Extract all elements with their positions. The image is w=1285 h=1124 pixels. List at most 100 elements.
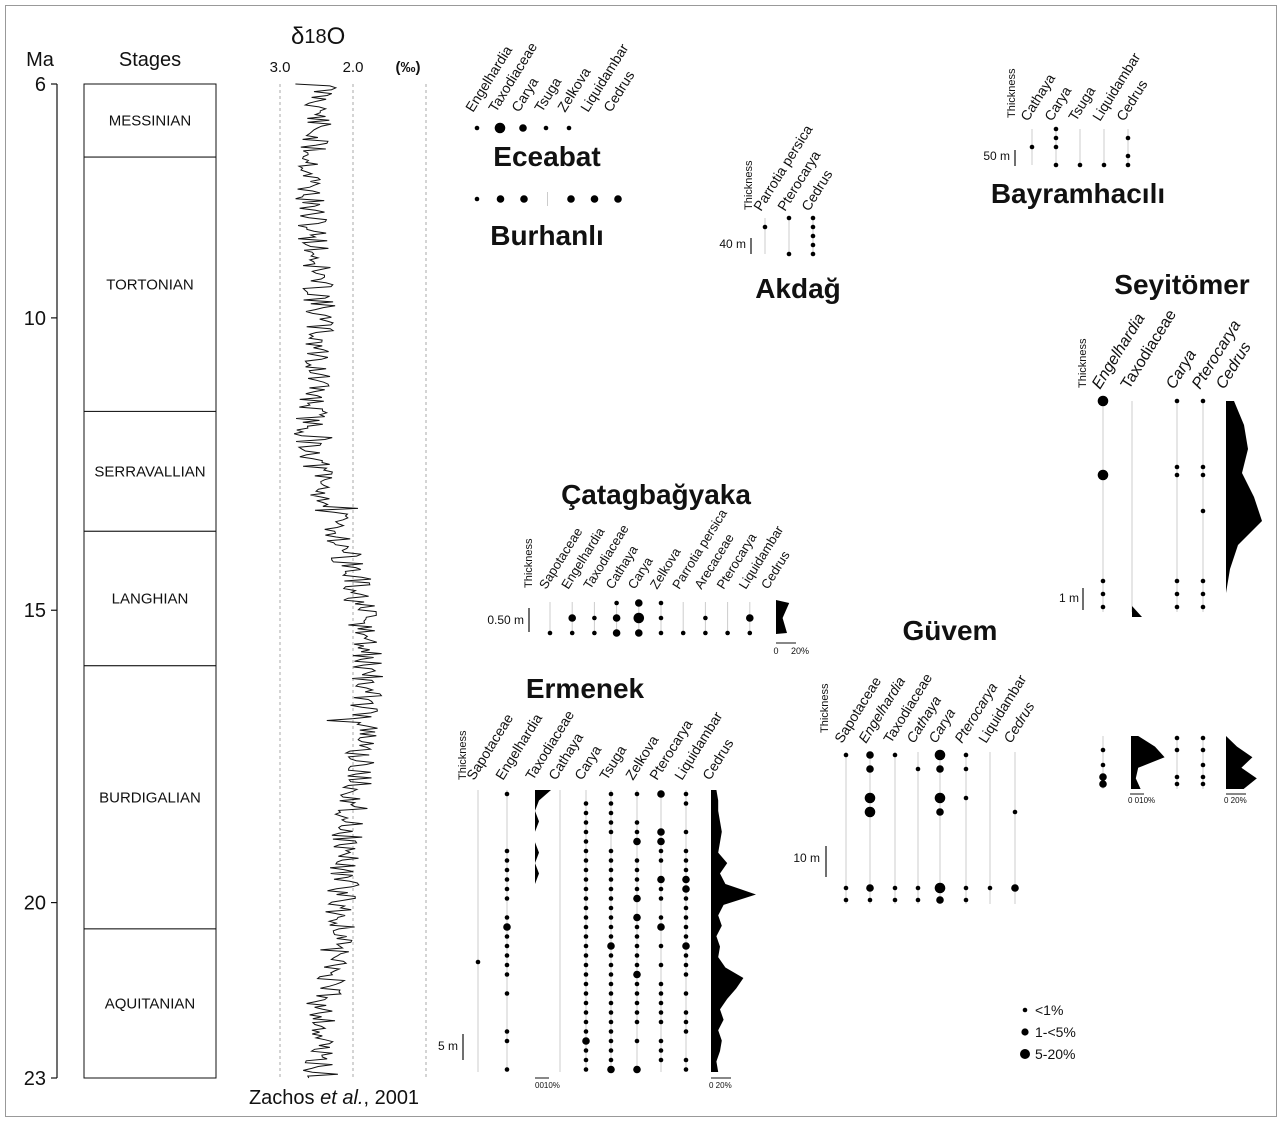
scale-label: 1 m	[1059, 591, 1079, 605]
abundance-dot	[1174, 472, 1180, 478]
abundance-dot	[608, 896, 614, 901]
abundance-dot	[608, 915, 614, 920]
abundance-dot	[810, 251, 816, 257]
abundance-dot	[658, 943, 664, 949]
taxodiaceae-area	[535, 790, 551, 1072]
time-tick-label-15: 15	[24, 600, 46, 622]
abundance-dot	[657, 837, 665, 846]
abundance-dot	[658, 615, 664, 621]
abundance-dot	[583, 1057, 589, 1063]
abundance-dot	[1174, 398, 1180, 404]
abundance-dot	[608, 962, 614, 968]
abundance-dot	[683, 915, 689, 920]
abundance-dot	[634, 1038, 640, 1044]
stage-box-messinian	[83, 83, 217, 158]
legend-label-small: <1%	[1035, 1002, 1063, 1018]
abundance-dot	[634, 953, 640, 958]
thickness-label: Thickness	[819, 683, 831, 733]
abundance-dot	[608, 1019, 614, 1025]
abundance-dot	[658, 1019, 664, 1025]
abundance-dot	[583, 1048, 589, 1053]
abundance-dot	[583, 905, 589, 911]
time-tick-label-6: 6	[35, 74, 46, 96]
abundance-dot	[504, 1029, 510, 1034]
abundance-dot	[633, 894, 641, 903]
abundance-dot	[1077, 162, 1083, 168]
abundance-dot	[519, 124, 527, 132]
pct-axis-a-label: 0010%	[535, 1081, 560, 1090]
abundance-dot	[547, 630, 553, 636]
abundance-dot	[683, 791, 689, 797]
site-name-Bayramhacılı: Bayramhacılı	[991, 178, 1165, 209]
site-panels: EceabatEngelhardiaTaxodiaceaeCaryaTsugaZ…	[438, 39, 1262, 1090]
abundance-dot	[635, 599, 643, 607]
abundance-dot	[1125, 153, 1131, 159]
pct-axis-20: 20%	[791, 646, 809, 656]
abundance-dot	[657, 828, 665, 836]
site-name-Güvem: Güvem	[903, 615, 998, 646]
abundance-dot	[608, 924, 614, 930]
abundance-dot	[608, 1057, 614, 1063]
abundance-dot	[683, 867, 689, 873]
stage-label-messinian: MESSINIAN	[109, 113, 192, 130]
abundance-dot	[583, 877, 589, 882]
abundance-dot	[703, 630, 708, 636]
isotope-panel: δ18O 3.0 2.0 (‰) Zachos et al., 2001	[249, 23, 427, 1109]
abundance-dot	[634, 943, 640, 949]
abundance-dot	[680, 630, 686, 636]
isotope-tick-3: 3.0	[270, 59, 291, 76]
abundance-dot	[682, 942, 690, 950]
isotope-curve-line	[293, 83, 383, 1079]
abundance-dot	[504, 962, 510, 968]
abundance-dot	[683, 1019, 689, 1025]
abundance-dot	[474, 196, 480, 202]
abundance-dot	[683, 858, 689, 863]
abundance-dot	[1200, 578, 1206, 584]
abundance-dot	[520, 195, 528, 203]
abundance-dot	[747, 630, 753, 636]
abundance-dot	[634, 991, 640, 996]
abundance-dot	[568, 614, 576, 622]
abundance-dot	[987, 885, 993, 891]
abundance-dot	[1200, 464, 1206, 470]
abundance-dot	[612, 614, 621, 622]
abundance-dot	[634, 962, 640, 968]
pct-axis-a-label: 0 010%	[1128, 796, 1155, 805]
abundance-dot	[1100, 604, 1106, 610]
site-name-Çatagbağyaka: Çatagbağyaka	[561, 479, 751, 510]
abundance-dot	[634, 820, 640, 825]
abundance-dot	[635, 629, 643, 637]
abundance-dot	[843, 885, 849, 891]
abundance-dot	[504, 858, 510, 863]
abundance-dot	[634, 829, 640, 835]
cedrus-area	[776, 600, 790, 634]
abundance-dot	[503, 923, 511, 931]
abundance-dot	[725, 630, 730, 636]
abundance-dot	[1174, 604, 1180, 610]
abundance-dot	[1200, 781, 1206, 787]
abundance-dot	[1174, 578, 1180, 584]
abundance-dot	[504, 953, 510, 958]
abundance-dot	[1174, 747, 1180, 753]
abundance-dot	[915, 885, 921, 891]
abundance-dot	[634, 867, 640, 873]
abundance-dot	[866, 884, 874, 892]
abundance-dot	[683, 924, 689, 930]
abundance-dot	[504, 1038, 510, 1044]
abundance-dot	[608, 858, 614, 863]
thickness-label: Thickness	[457, 730, 469, 780]
abundance-dot	[567, 195, 575, 203]
site-name-Akdağ: Akdağ	[755, 273, 841, 304]
abundance-dot	[1053, 126, 1059, 132]
abundance-dot	[569, 630, 575, 636]
abundance-dot	[504, 934, 510, 939]
isotope-units: (‰)	[396, 59, 421, 76]
abundance-dot	[583, 1067, 589, 1072]
abundance-dot	[1053, 162, 1059, 168]
abundance-dot	[1100, 591, 1106, 597]
abundance-dot	[583, 943, 589, 949]
taxodiaceae-area-lower	[1131, 736, 1165, 789]
time-tick-label-10: 10	[24, 308, 46, 330]
abundance-dot	[683, 1029, 689, 1034]
